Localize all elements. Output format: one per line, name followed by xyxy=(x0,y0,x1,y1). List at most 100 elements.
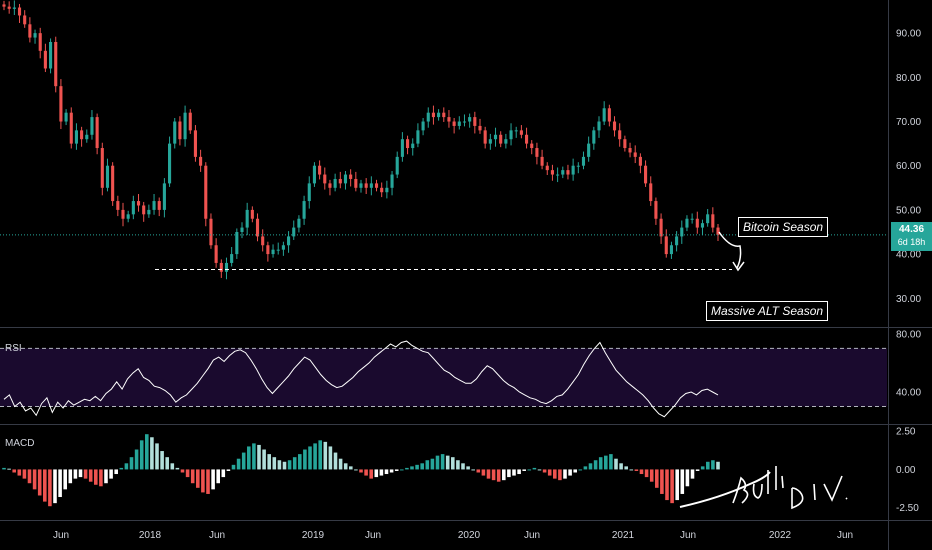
macd-bar-38 xyxy=(196,469,200,488)
macd-bar-45 xyxy=(231,464,236,470)
time-axis-label-4: Jun xyxy=(365,530,381,541)
time-axis-label-6: Jun xyxy=(524,530,540,541)
candle-body-33 xyxy=(173,121,177,144)
macd-bar-135 xyxy=(690,469,695,479)
candle-body-80 xyxy=(416,130,420,144)
macd-bar-19 xyxy=(99,469,103,487)
candle-body-18 xyxy=(95,117,99,149)
macd-bar-81 xyxy=(415,464,419,470)
time-axis-label-5: 2020 xyxy=(458,530,481,541)
macd-bar-105 xyxy=(537,469,542,471)
candle-body-66 xyxy=(343,174,348,184)
macd-bar-6 xyxy=(32,469,37,490)
candle-body-74 xyxy=(385,187,389,193)
candle-body-22 xyxy=(116,201,120,210)
candle-body-95 xyxy=(493,134,498,140)
candle-body-52 xyxy=(271,249,275,255)
macd-bar-4 xyxy=(22,469,27,479)
macd-bar-133 xyxy=(680,469,685,494)
annotation-bitcoin-season[interactable]: Bitcoin Season xyxy=(738,217,829,237)
macd-bar-13 xyxy=(68,469,73,484)
candle-body-46 xyxy=(240,227,244,232)
macd-bar-15 xyxy=(78,469,83,478)
macd-bar-52 xyxy=(267,454,271,470)
macd-bar-116 xyxy=(593,460,598,470)
macd-bar-128 xyxy=(655,469,659,488)
candle-body-40 xyxy=(209,218,213,246)
macd-bar-8 xyxy=(43,469,47,502)
candle-body-34 xyxy=(178,121,182,140)
candle-body-83 xyxy=(431,112,435,118)
macd-bar-110 xyxy=(563,469,567,479)
macd-bar-80 xyxy=(410,466,414,470)
candle-body-63 xyxy=(328,183,332,188)
candle-body-53 xyxy=(276,249,280,251)
candle-body-118 xyxy=(612,121,617,131)
candle-body-43 xyxy=(224,262,229,272)
candle-body-23 xyxy=(121,209,125,219)
macd-bar-30 xyxy=(155,443,159,470)
bar-countdown: 6d 18h xyxy=(897,237,926,247)
candle-body-28 xyxy=(147,209,151,215)
candle-body-97 xyxy=(504,139,508,144)
macd-bar-7 xyxy=(37,469,42,496)
macd-bar-122 xyxy=(624,466,628,470)
candle-body-112 xyxy=(581,156,586,166)
macd-bar-124 xyxy=(634,469,639,471)
candle-body-24 xyxy=(126,214,130,219)
candle-body-68 xyxy=(354,178,358,188)
candle-body-4 xyxy=(23,15,27,25)
macd-bar-14 xyxy=(73,469,78,479)
macd-bar-103 xyxy=(527,469,532,471)
candle-body-42 xyxy=(219,262,223,272)
candle-body-81 xyxy=(421,121,425,131)
candle-body-36 xyxy=(188,112,192,131)
candle-body-121 xyxy=(628,148,632,153)
handwriting-div xyxy=(791,475,848,510)
annotation-alt-season[interactable]: Massive ALT Season xyxy=(706,301,829,321)
macd-bar-9 xyxy=(48,469,52,507)
candle-body-78 xyxy=(406,139,410,149)
macd-bar-94 xyxy=(481,469,486,476)
candle-body-132 xyxy=(685,218,689,228)
candle-body-15 xyxy=(80,130,84,140)
macd-bar-91 xyxy=(466,466,470,470)
candle-body-135 xyxy=(700,223,705,228)
macd-bar-93 xyxy=(476,469,481,473)
candle-body-125 xyxy=(649,183,653,202)
macd-bar-40 xyxy=(206,469,210,494)
macd-bar-1 xyxy=(7,468,11,470)
macd-bar-47 xyxy=(241,452,246,470)
macd-bar-37 xyxy=(190,469,195,484)
candle-body-50 xyxy=(261,236,265,246)
price-axis-tick-2: 70.00 xyxy=(896,117,921,128)
macd-bar-132 xyxy=(675,469,679,501)
macd-bar-55 xyxy=(282,461,287,470)
candle-body-105 xyxy=(545,165,549,171)
macd-bar-54 xyxy=(277,460,282,470)
macd-bar-114 xyxy=(583,466,588,470)
macd-bar-49 xyxy=(252,443,256,470)
candle-body-130 xyxy=(675,236,679,246)
candle-body-54 xyxy=(281,245,285,250)
macd-bar-107 xyxy=(547,469,552,476)
candle-body-51 xyxy=(266,245,270,255)
candle-body-92 xyxy=(478,125,482,131)
macd-bar-83 xyxy=(425,460,430,470)
macd-bar-109 xyxy=(558,469,562,481)
time-axis-label-2: Jun xyxy=(209,530,225,541)
candle-body-89 xyxy=(462,121,467,123)
candle-body-115 xyxy=(597,121,601,131)
macd-bar-75 xyxy=(384,469,389,475)
last-price-tag: 44.36 6d 18h xyxy=(891,222,932,251)
macd-bar-36 xyxy=(185,469,190,478)
candle-body-8 xyxy=(43,50,47,69)
projection-arrow xyxy=(718,231,745,272)
macd-bar-43 xyxy=(221,469,226,478)
candle-body-134 xyxy=(695,218,699,228)
macd-bar-136 xyxy=(695,469,700,471)
macd-bar-134 xyxy=(685,469,690,487)
candle-body-73 xyxy=(380,187,384,193)
